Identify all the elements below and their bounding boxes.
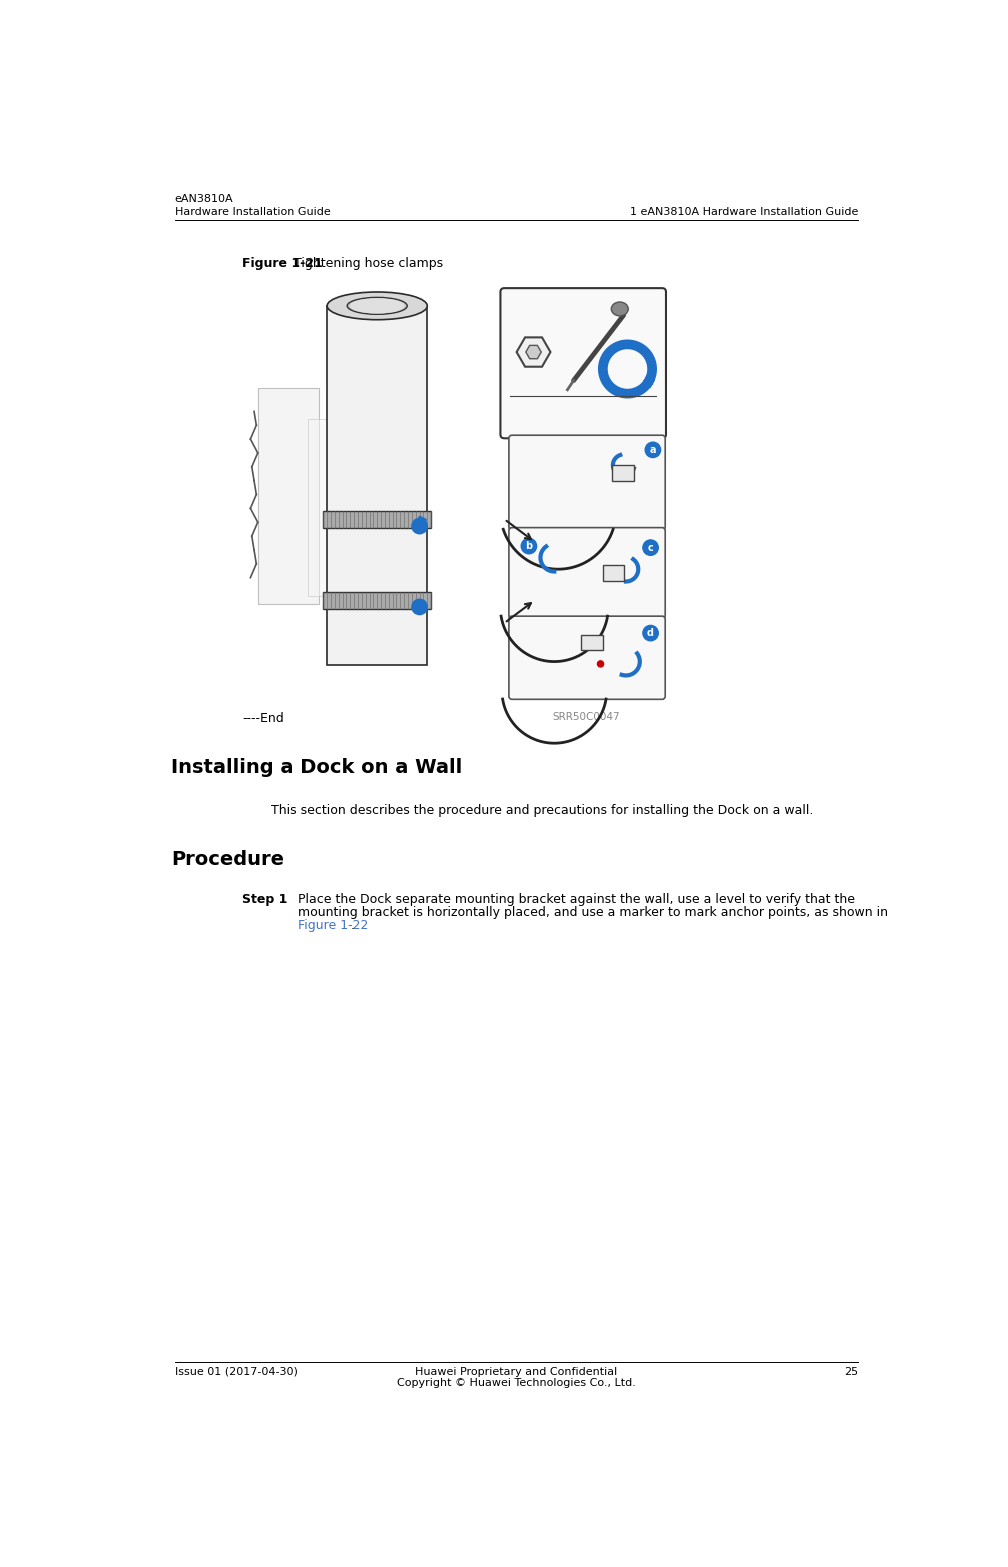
- Bar: [307, 418, 381, 595]
- Text: SRR50C0047: SRR50C0047: [552, 711, 621, 722]
- Text: 1 eAN3810A Hardware Installation Guide: 1 eAN3810A Hardware Installation Guide: [630, 207, 859, 216]
- Bar: [243, 273, 673, 680]
- Text: Issue 01 (2017-04-30): Issue 01 (2017-04-30): [174, 1366, 297, 1377]
- Ellipse shape: [611, 302, 628, 317]
- Ellipse shape: [350, 298, 405, 313]
- Text: .: .: [351, 918, 354, 932]
- Text: Place the Dock separate mounting bracket against the wall, use a level to verify: Place the Dock separate mounting bracket…: [298, 893, 855, 906]
- Text: a: a: [649, 445, 656, 454]
- Text: 5N•m: 5N•m: [560, 406, 605, 422]
- Circle shape: [643, 541, 658, 555]
- Polygon shape: [516, 337, 550, 367]
- Circle shape: [643, 625, 658, 641]
- Text: c: c: [648, 542, 653, 553]
- Circle shape: [598, 661, 604, 668]
- Text: Procedure: Procedure: [171, 851, 284, 870]
- Text: M6: M6: [518, 309, 544, 324]
- Circle shape: [645, 442, 660, 458]
- FancyBboxPatch shape: [509, 528, 665, 619]
- Text: This section describes the procedure and precautions for installing the Dock on : This section describes the procedure and…: [271, 804, 813, 816]
- Circle shape: [412, 599, 427, 614]
- Text: b: b: [525, 541, 532, 552]
- Bar: [612, 465, 634, 481]
- Bar: [582, 635, 603, 650]
- Bar: [603, 566, 624, 581]
- Bar: [324, 511, 431, 528]
- FancyBboxPatch shape: [509, 616, 665, 699]
- Text: Huawei Proprietary and Confidential: Huawei Proprietary and Confidential: [415, 1366, 618, 1377]
- FancyBboxPatch shape: [509, 436, 665, 530]
- Text: Installing a Dock on a Wall: Installing a Dock on a Wall: [171, 758, 462, 777]
- FancyBboxPatch shape: [500, 288, 666, 439]
- Text: ----End: ----End: [243, 711, 284, 724]
- Bar: [328, 306, 427, 666]
- Text: Figure 1-21: Figure 1-21: [243, 257, 324, 271]
- Ellipse shape: [347, 298, 407, 315]
- Text: d: d: [647, 628, 654, 638]
- Text: 25: 25: [845, 1366, 859, 1377]
- Text: mounting bracket is horizontally placed, and use a marker to mark anchor points,: mounting bracket is horizontally placed,…: [298, 906, 888, 918]
- Text: Figure 1-22: Figure 1-22: [298, 918, 368, 932]
- Circle shape: [521, 539, 536, 553]
- Polygon shape: [526, 345, 541, 359]
- Ellipse shape: [328, 291, 427, 320]
- Text: Tightening hose clamps: Tightening hose clamps: [290, 257, 444, 271]
- Bar: [258, 389, 320, 603]
- Circle shape: [412, 519, 427, 534]
- Text: Copyright © Huawei Technologies Co., Ltd.: Copyright © Huawei Technologies Co., Ltd…: [397, 1377, 636, 1388]
- Bar: [324, 592, 431, 610]
- Text: eAN3810A: eAN3810A: [174, 194, 233, 204]
- Text: Step 1: Step 1: [243, 893, 288, 906]
- Text: Hardware Installation Guide: Hardware Installation Guide: [174, 207, 331, 216]
